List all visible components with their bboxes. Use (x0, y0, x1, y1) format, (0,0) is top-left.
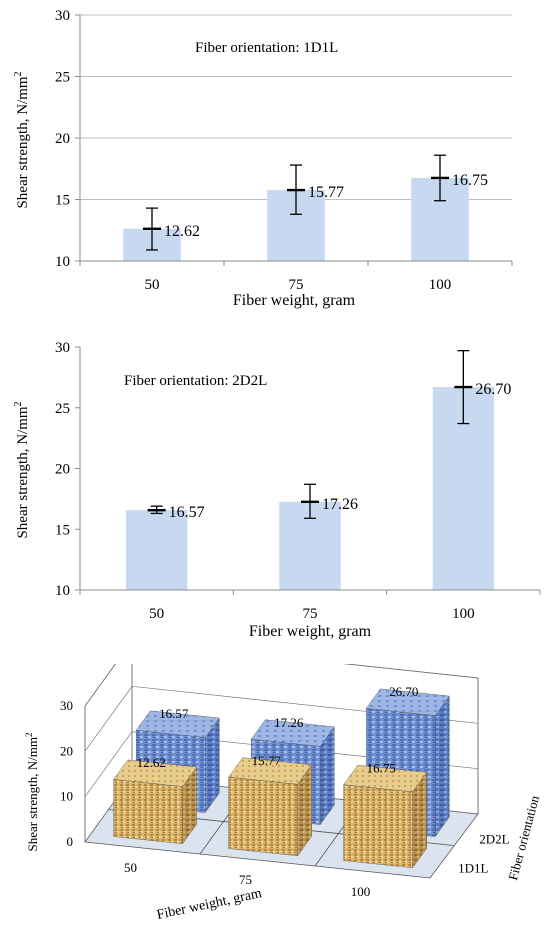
y-axis-label: Shear strength, N/mm2 (24, 733, 40, 852)
error-bars (143, 154, 449, 251)
axes (75, 346, 541, 595)
y-axis-label-text: Shear strength, N/mm (15, 406, 31, 538)
series-labels: 1D1L 2D2L (458, 831, 510, 875)
bar-top-face (113, 759, 198, 787)
x-tick-label: 50 (145, 277, 160, 293)
axes (75, 14, 513, 266)
value-label: 26.70 (475, 381, 511, 398)
y-tick-label: 20 (55, 462, 70, 478)
grid-line (84, 685, 479, 752)
y-tick-label: 30 (55, 340, 70, 356)
series-label: 1D1L (458, 861, 488, 876)
z-tick-label: 20 (60, 743, 73, 758)
value-label: 12.62 (137, 755, 166, 770)
y-tick-label: 15 (55, 193, 70, 209)
bars-3d (113, 688, 450, 869)
x-tick-label: 50 (124, 860, 137, 875)
y-axis-label: Shear strength, N/mm2 (13, 71, 31, 208)
bar-front-face (343, 784, 413, 869)
value-label: 17.26 (274, 715, 304, 730)
z-tick-label: 0 (67, 834, 74, 849)
value-label: 15.77 (308, 184, 344, 201)
y-tick-label: 10 (55, 254, 70, 270)
bar-3d (343, 764, 428, 869)
bar-top-face (135, 710, 220, 738)
y-axis-label-superscript: 2 (13, 401, 24, 406)
error-bars (147, 349, 473, 519)
bar-chart-1d1l: 10 15 20 25 30 50 75 100 12.62 15.77 16.75 Fiber… (13, 8, 513, 309)
x-axis-label: Fiber weight, gram (233, 292, 356, 309)
series-label: 2D2L (479, 831, 509, 846)
value-label: 17.26 (322, 496, 358, 513)
bar-top-face (365, 688, 450, 716)
y-tick-label: 20 (55, 131, 70, 147)
chart-annotation: Fiber orientation: 1D1L (195, 40, 338, 56)
value-label: 12.62 (164, 223, 200, 240)
value-labels: 16.57 17.26 26.70 12.62 15.77 16.75 (137, 684, 419, 775)
y-tick-label: 25 (55, 70, 70, 86)
x-tick-label: 100 (429, 277, 452, 293)
bar-top-face (250, 719, 335, 747)
y-tick-labels: 10 15 20 25 30 (55, 8, 70, 270)
x-tick-labels: 50 75 100 (124, 860, 370, 899)
x-axis-label: Fiber weight, gram (249, 623, 372, 640)
x-tick-labels: 50 75 100 (149, 606, 474, 622)
y-tick-label: 25 (55, 401, 70, 417)
x-tick-label: 75 (303, 606, 318, 622)
y-axis-label-text: Shear strength, N/mm (25, 737, 40, 851)
x-tick-label: 75 (289, 277, 304, 293)
y-axis-label: Shear strength, N/mm2 (13, 401, 31, 538)
bar-chart-2d2l: 10 15 20 25 30 50 75 100 16.57 17.26 26.70 Fiber… (13, 340, 541, 640)
value-label: 26.70 (389, 684, 418, 699)
bar-3d (228, 757, 313, 857)
x-tick-label: 50 (149, 606, 164, 622)
z-tick-labels: 0 10 20 30 (60, 698, 73, 849)
value-label: 16.57 (169, 504, 205, 521)
value-label: 16.57 (159, 706, 189, 721)
bar (126, 510, 188, 590)
z-axis-label: Fiber orientation (505, 793, 542, 881)
bar-front-face (228, 776, 298, 857)
x-tick-label: 75 (239, 872, 252, 887)
y-tick-labels: 10 15 20 25 30 (55, 340, 70, 599)
bar-3d (113, 759, 198, 845)
value-label: 16.75 (452, 172, 488, 189)
grid-line (84, 664, 479, 707)
z-tick-label: 10 (60, 789, 73, 804)
value-labels: 12.62 15.77 16.75 (164, 172, 488, 240)
x-tick-labels: 50 75 100 (145, 277, 452, 293)
x-tick-label: 100 (351, 884, 371, 899)
y-tick-label: 15 (55, 522, 70, 538)
bar-chart-3d: 0 10 20 30 16.57 17.26 26.70 12.62 15.77 16.75 5… (24, 664, 542, 923)
bar-top-face (228, 757, 313, 785)
bar-side-face (435, 695, 450, 838)
bar-front-face (113, 779, 183, 845)
chart-annotation: Fiber orientation: 2D2L (124, 373, 267, 389)
grid-line (84, 731, 479, 797)
z-tick-label: 30 (60, 698, 73, 713)
y-axis-label-superscript: 2 (13, 71, 24, 76)
x-axis-label: Fiber weight, gram (155, 886, 263, 923)
value-label: 15.77 (252, 753, 282, 768)
y-tick-label: 30 (55, 8, 70, 24)
y-tick-label: 10 (55, 583, 70, 599)
y-axis-label-text: Shear strength, N/mm (15, 76, 31, 208)
x-tick-label: 100 (452, 606, 475, 622)
value-label: 16.75 (367, 761, 396, 776)
value-labels: 16.57 17.26 26.70 (169, 381, 512, 521)
bar-top-face (343, 764, 428, 793)
y-axis-label-superscript: 2 (24, 733, 34, 738)
